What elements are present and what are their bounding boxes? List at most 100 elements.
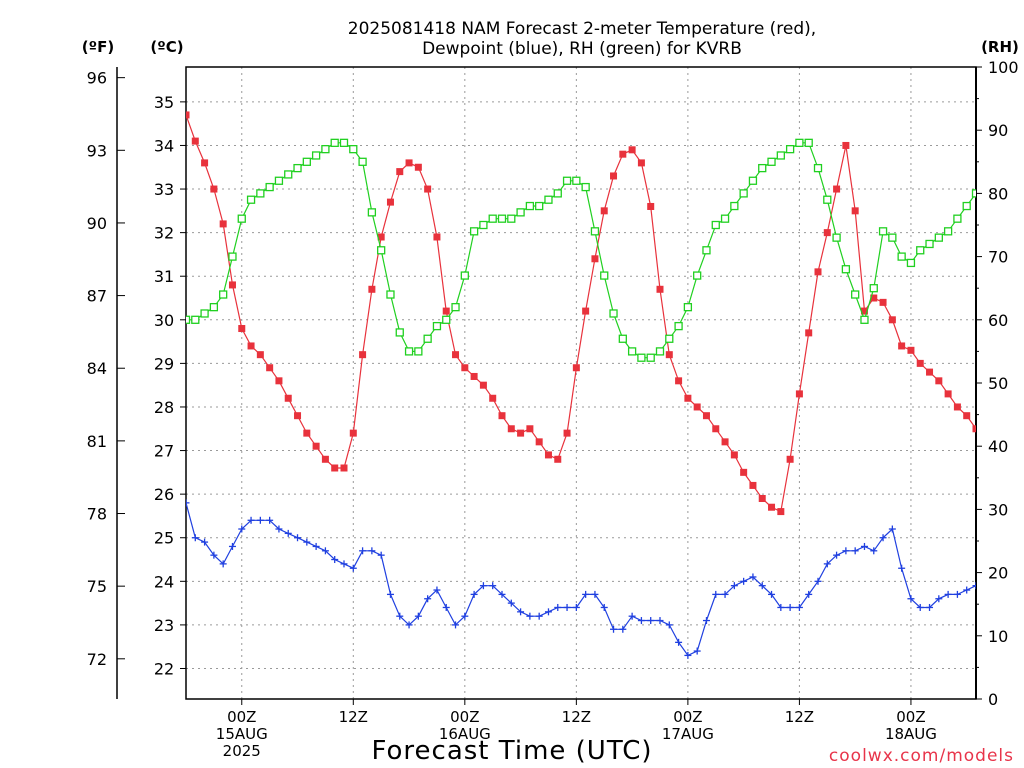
dewpoint-point xyxy=(963,586,971,594)
temperature-point xyxy=(210,185,218,193)
rh-point xyxy=(553,189,562,198)
dewpoint-point xyxy=(442,603,450,611)
dewpoint-point xyxy=(740,577,748,585)
rh-tick-label: 0 xyxy=(988,690,998,709)
dewpoint-point xyxy=(266,516,274,524)
temperature-point xyxy=(312,442,320,450)
rh-tick-label: 80 xyxy=(988,184,1008,203)
temperature-point xyxy=(610,172,618,180)
rh-point xyxy=(804,138,813,147)
temperature-point xyxy=(396,168,404,176)
temperature-point xyxy=(201,159,209,167)
rh-point xyxy=(200,309,209,318)
rh-point xyxy=(962,201,971,211)
dewpoint-point xyxy=(935,595,943,603)
blue-series-line xyxy=(186,502,976,657)
temperature-point xyxy=(238,325,246,333)
rh-tick-label: 40 xyxy=(988,437,1008,456)
temperature-point xyxy=(647,202,655,210)
celsius-tick-label: 32 xyxy=(154,224,174,243)
dewpoint-point xyxy=(563,603,571,611)
series-blue xyxy=(186,499,976,659)
rh-point xyxy=(572,176,581,185)
temperature-point xyxy=(479,381,487,389)
temperature-point xyxy=(619,150,627,158)
data-series xyxy=(186,111,976,659)
dewpoint-point xyxy=(396,612,404,620)
rh-point xyxy=(627,347,637,356)
time-tick-label: 12Z xyxy=(339,708,368,726)
dewpoint-point xyxy=(535,612,543,620)
rh-point xyxy=(637,353,646,362)
temperature-point xyxy=(972,425,976,433)
fahrenheit-tick-label: 81 xyxy=(87,432,107,451)
rh-point xyxy=(832,233,841,242)
dewpoint-point xyxy=(331,556,339,564)
rh-point xyxy=(702,246,711,255)
dewpoint-point xyxy=(712,590,720,598)
dewpoint-point xyxy=(805,590,813,598)
fahrenheit-tick-label: 84 xyxy=(87,359,107,378)
dewpoint-point xyxy=(489,582,497,590)
rh-point xyxy=(795,138,804,147)
temperature-point xyxy=(572,364,580,372)
dewpoint-point xyxy=(386,590,394,598)
temperature-point xyxy=(517,429,525,437)
celsius-tick-label: 31 xyxy=(154,267,174,286)
celsius-tick-label: 27 xyxy=(154,442,174,461)
rh-point xyxy=(776,151,785,160)
rh-point xyxy=(256,189,265,198)
dewpoint-point xyxy=(572,603,580,611)
rh-point xyxy=(330,138,339,147)
temperature-point xyxy=(637,159,645,167)
rh-point xyxy=(813,163,823,173)
temperature-point xyxy=(544,451,552,459)
dewpoint-point xyxy=(870,547,878,555)
celsius-tick-label: 22 xyxy=(154,659,174,678)
dewpoint-point xyxy=(210,551,218,559)
rh-point xyxy=(720,214,730,223)
dewpoint-point xyxy=(359,547,367,555)
dewpoint-point xyxy=(414,612,422,620)
chart-title-line1: 2025081418 NAM Forecast 2-meter Temperat… xyxy=(348,19,816,39)
dewpoint-point xyxy=(321,547,329,555)
rh-point xyxy=(507,214,516,223)
rh-point xyxy=(191,315,200,324)
temperature-point xyxy=(935,377,943,385)
temperature-point xyxy=(888,316,896,324)
celsius-tick-label: 23 xyxy=(154,616,174,635)
rh-point xyxy=(934,233,943,242)
rh-point xyxy=(219,290,228,299)
temperature-point xyxy=(702,412,710,420)
temperature-point xyxy=(582,307,590,315)
celsius-tick-label: 24 xyxy=(154,572,174,591)
rh-point xyxy=(451,303,460,312)
dewpoint-point xyxy=(294,534,302,542)
rh-tick-label: 50 xyxy=(988,374,1008,393)
temperature-point xyxy=(768,503,776,511)
dewpoint-point xyxy=(186,499,190,507)
rh-point xyxy=(367,208,377,217)
dewpoint-point xyxy=(656,617,664,625)
temperature-point xyxy=(284,394,292,402)
rh-point xyxy=(600,271,609,280)
time-tick-label: 12Z xyxy=(562,708,591,726)
temperature-point xyxy=(507,425,515,433)
dewpoint-point xyxy=(526,612,534,620)
celsius-tick-label: 28 xyxy=(154,398,174,417)
dewpoint-point xyxy=(647,617,655,625)
dewpoint-point xyxy=(777,603,785,611)
chart-title-line2: Dewpoint (blue), RH (green) for KVRB xyxy=(422,39,742,59)
temperature-point xyxy=(266,364,274,372)
rh-point xyxy=(748,176,758,185)
time-tick-label: 16AUG xyxy=(439,725,491,743)
dewpoint-point xyxy=(860,542,868,550)
dewpoint-point xyxy=(907,595,915,603)
rh-point xyxy=(693,271,702,280)
rh-point xyxy=(479,220,488,230)
dewpoint-point xyxy=(684,651,692,659)
temperature-point xyxy=(294,412,302,420)
time-tick-label: 00Z xyxy=(896,708,925,726)
temperature-point xyxy=(833,185,841,193)
temperature-point xyxy=(758,495,766,503)
